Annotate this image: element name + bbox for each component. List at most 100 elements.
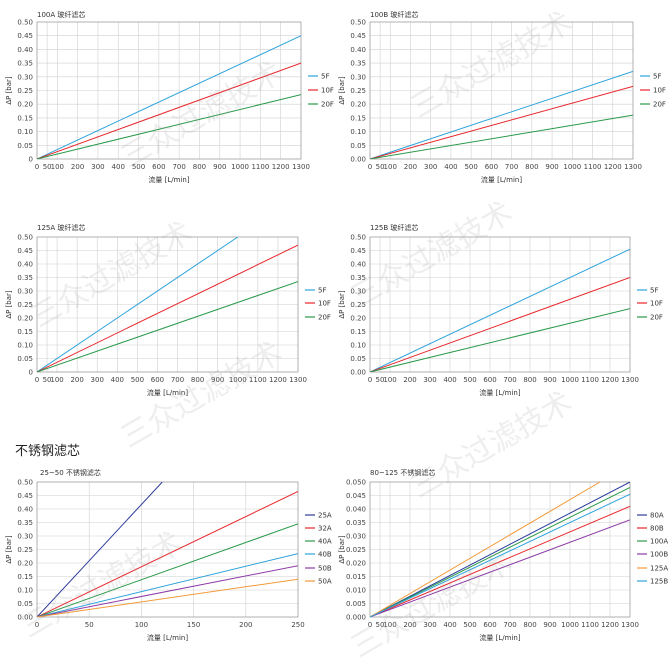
- x-tick-label: 250: [291, 621, 304, 629]
- y-tick-label: 0.020: [346, 560, 366, 568]
- legend-label-20F: 20F: [650, 314, 663, 322]
- y-tick-label: 0.25: [17, 87, 33, 95]
- series-line-10F: [370, 277, 630, 372]
- series-line-5F: [37, 35, 301, 159]
- chart-panel: 0.000 0.005 0.010 0.015 0.020 0.025 0.030 0.035…: [338, 468, 668, 642]
- x-tick-label: 0: [35, 163, 39, 171]
- y-tick-label: 0.20: [350, 101, 366, 109]
- x-tick-label: 700: [171, 376, 184, 384]
- x-tick-label: 0: [368, 376, 372, 384]
- x-tick-label: 400: [112, 163, 125, 171]
- x-axis-label: 流量 [L/min]: [148, 175, 189, 184]
- y-tick-label: 0.30: [350, 73, 366, 81]
- chart-title: 100A 玻纤滤芯: [37, 10, 85, 19]
- y-tick-label: 0.00: [350, 369, 366, 377]
- y-tick-label: 0.25: [350, 301, 366, 309]
- legend-label-100A: 100A: [650, 538, 668, 546]
- y-tick-label: 0.40: [17, 261, 33, 269]
- series-line-20F: [37, 94, 301, 159]
- y-tick-label: 0.30: [17, 533, 33, 541]
- x-tick-label: 800: [523, 621, 536, 629]
- x-tick-label: 1000: [231, 163, 249, 171]
- y-tick-label: 0.40: [17, 506, 33, 514]
- chart-title: 25~50 不锈钢滤芯: [40, 468, 101, 477]
- y-tick-label: 0.15: [350, 114, 366, 122]
- x-tick-label: 200: [403, 621, 416, 629]
- y-tick-label: 0.10: [17, 587, 33, 595]
- x-tick-label: 800: [523, 376, 536, 384]
- y-tick-label: 0.30: [17, 73, 33, 81]
- y-tick-label: 0.25: [17, 546, 33, 554]
- x-tick-label: 300: [424, 163, 437, 171]
- chart-title: 80~125 不锈钢滤芯: [370, 468, 435, 477]
- x-tick-label: 50: [376, 376, 385, 384]
- legend-label-10F: 10F: [318, 300, 331, 308]
- y-tick-label: 0.50: [17, 479, 33, 487]
- y-tick-label: 0.40: [17, 46, 33, 54]
- x-axis-label: 流量 [L/min]: [147, 633, 188, 642]
- x-tick-label: 900: [545, 163, 558, 171]
- x-tick-label: 50: [376, 163, 385, 171]
- y-tick-label: 0.35: [17, 274, 33, 282]
- x-tick-label: 100: [384, 163, 397, 171]
- y-tick-label: 0.40: [350, 261, 366, 269]
- x-tick-label: 100: [383, 376, 396, 384]
- x-tick-label: 700: [503, 376, 516, 384]
- y-tick-label: 0.45: [350, 247, 366, 255]
- series-line-20F: [370, 308, 630, 372]
- x-tick-label: 600: [152, 163, 165, 171]
- y-tick-label: 0.10: [350, 342, 366, 350]
- x-tick-label: 900: [211, 376, 224, 384]
- y-tick-label: 0.45: [17, 32, 33, 40]
- x-tick-label: 400: [444, 163, 457, 171]
- y-tick-label: 0.25: [350, 87, 366, 95]
- chart-panel: 0 0.05 0.10 0.15 0.20 0.25 0.30 0.35 0.40 0.45 0.5…: [5, 10, 334, 184]
- series-line-5F: [370, 248, 630, 372]
- legend-label-5F: 5F: [650, 287, 658, 295]
- y-tick-label: 0.20: [17, 315, 33, 323]
- y-axis-label: ΔP [bar]: [338, 290, 346, 319]
- y-tick-label: 0.30: [17, 288, 33, 296]
- x-tick-label: 1200: [601, 621, 619, 629]
- legend-label-125B: 125B: [650, 578, 668, 586]
- y-tick-label: 0.45: [350, 32, 366, 40]
- legend-label-10F: 10F: [653, 87, 666, 95]
- legend-label-40A: 40A: [318, 538, 332, 546]
- legend-label-40B: 40B: [318, 551, 332, 559]
- x-tick-label: 400: [443, 621, 456, 629]
- x-tick-label: 600: [151, 376, 164, 384]
- x-tick-label: 1300: [621, 621, 639, 629]
- series-line-100B: [370, 519, 630, 617]
- x-axis-label: 流量 [L/min]: [479, 633, 520, 642]
- y-tick-label: 0.50: [17, 234, 33, 242]
- y-tick-label: 0.20: [17, 101, 33, 109]
- legend-label-32A: 32A: [318, 525, 332, 533]
- x-tick-label: 700: [172, 163, 185, 171]
- series-line-20F: [37, 281, 298, 372]
- series-line-10F: [37, 62, 301, 159]
- y-tick-label: 0.05: [350, 355, 366, 363]
- x-tick-label: 1000: [229, 376, 247, 384]
- series-line-50B: [37, 565, 298, 617]
- y-tick-label: 0.50: [17, 19, 33, 27]
- y-tick-label: 0: [29, 369, 33, 377]
- plot-frame: [36, 236, 299, 373]
- y-axis-label: ΔP [bar]: [5, 535, 13, 564]
- y-tick-label: 0.025: [346, 546, 366, 554]
- x-tick-label: 50: [43, 163, 52, 171]
- chart-panel: 0.00 0.05 0.10 0.15 0.20 0.25 0.30 0.35 0.40 0.45…: [5, 468, 332, 642]
- y-axis-label: ΔP [bar]: [5, 76, 13, 105]
- x-tick-label: 600: [483, 621, 496, 629]
- legend-label-50A: 50A: [318, 578, 332, 586]
- y-tick-label: 0.040: [346, 506, 366, 514]
- y-tick-label: 0.045: [346, 492, 366, 500]
- x-axis-label: 流量 [L/min]: [479, 388, 520, 397]
- series-line-50A: [37, 578, 298, 617]
- y-tick-label: 0.05: [17, 142, 33, 150]
- series-line-100A: [370, 486, 630, 617]
- chart-panel: 0 0.05 0.10 0.15 0.20 0.25 0.30 0.35 0.40 0.45 0.5…: [5, 223, 331, 397]
- x-tick-label: 1200: [601, 376, 619, 384]
- series-line-20F: [370, 114, 633, 159]
- x-tick-label: 1100: [251, 163, 269, 171]
- x-tick-label: 500: [463, 376, 476, 384]
